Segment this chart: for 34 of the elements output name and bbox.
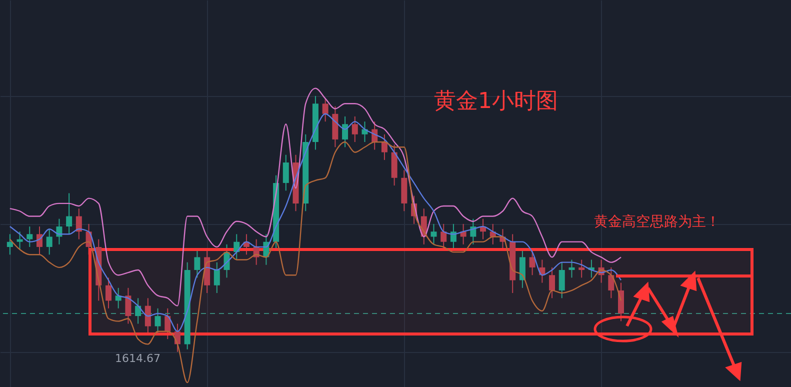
candlestick	[558, 262, 565, 299]
candlestick	[6, 234, 13, 256]
candlestick	[76, 208, 82, 240]
candlestick	[46, 228, 52, 256]
candlestick	[66, 192, 72, 235]
candlestick	[322, 98, 328, 122]
candlestick	[608, 266, 614, 299]
candlestick	[352, 116, 358, 143]
candlestick	[144, 298, 151, 334]
candlestick	[568, 259, 575, 278]
candlestick	[578, 259, 585, 278]
candlestick	[125, 287, 132, 324]
candlestick	[519, 249, 526, 288]
chart-title: 黄金1小时图	[434, 89, 558, 114]
candlestick	[440, 223, 447, 250]
candlestick	[214, 262, 220, 294]
candlestick	[164, 308, 171, 340]
candlestick	[430, 223, 437, 245]
candlestick	[105, 277, 112, 309]
candlestick	[16, 231, 23, 250]
candlestick	[342, 116, 348, 148]
candlestick	[26, 226, 33, 248]
candlestick	[154, 308, 161, 334]
candlestick	[618, 282, 624, 322]
candlestick	[450, 223, 456, 250]
candlestick	[529, 249, 536, 276]
candlestick	[282, 154, 289, 192]
candlestick	[362, 121, 368, 143]
candlestick	[381, 134, 388, 160]
candlestick	[36, 226, 42, 256]
candlestick	[549, 266, 556, 299]
candlestick	[194, 249, 200, 278]
annotation: 黄金高空思路为主！	[594, 214, 720, 230]
text: 1614.67	[115, 352, 160, 365]
